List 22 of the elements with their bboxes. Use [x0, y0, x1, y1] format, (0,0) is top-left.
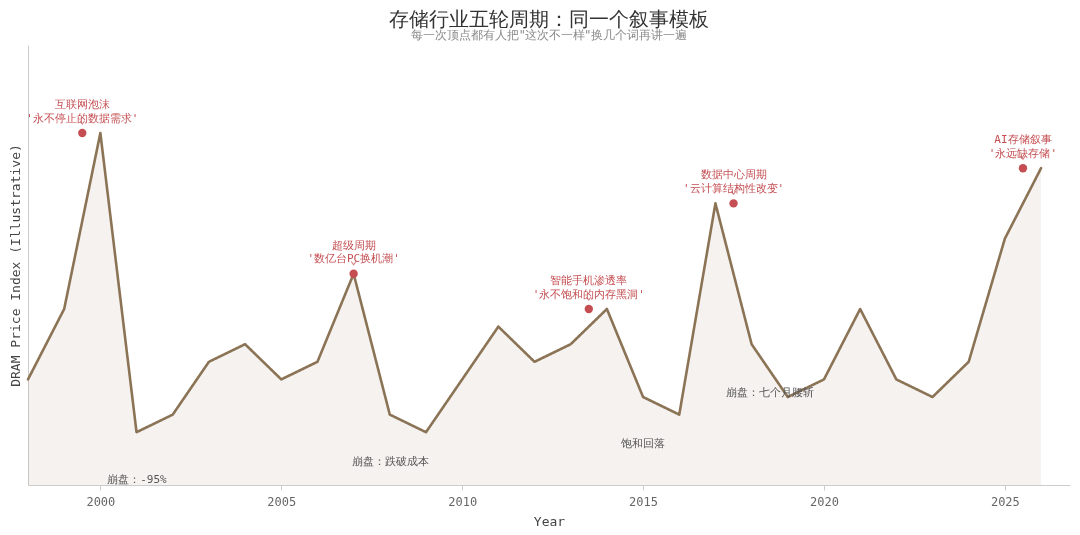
x-tick-label: 2015 [629, 494, 659, 509]
x-axis-title: Year [533, 513, 566, 529]
annotation: 超级周期 '数亿台PC换机潮' [307, 238, 400, 266]
y-axis-title: DRAM Price Index (Illustrative) [7, 144, 23, 387]
annotation: 崩盘：跌破成本 [351, 455, 429, 468]
annotation: 数据中心周期 '云计算结构性改变' [682, 168, 785, 195]
point [78, 128, 87, 138]
annotation: AI存储叙事 '永远缺存储' [988, 133, 1058, 160]
annotation: 饱和回落 [620, 437, 665, 450]
point [1018, 164, 1028, 173]
x-tick-label: 2000 [86, 494, 116, 509]
x-tick-label: 2025 [990, 494, 1020, 509]
point [729, 199, 738, 208]
point [349, 269, 358, 278]
x-tick-label: 2005 [267, 494, 297, 509]
annotation: 互联网泡沫 '永不停止的数据需求' [26, 98, 139, 125]
point [584, 304, 593, 314]
x-tick-label: 2020 [810, 494, 839, 509]
x-tick-label: 2010 [448, 494, 478, 509]
chart-subtitle: 每一次顶点都有人把"这次不一样"换几个词再讲一遍 [411, 28, 687, 42]
annotation: 智能手机渗透率 '永不饱和的内存黑洞' [532, 274, 645, 301]
annotation: 崩盘：-95% [107, 473, 168, 486]
